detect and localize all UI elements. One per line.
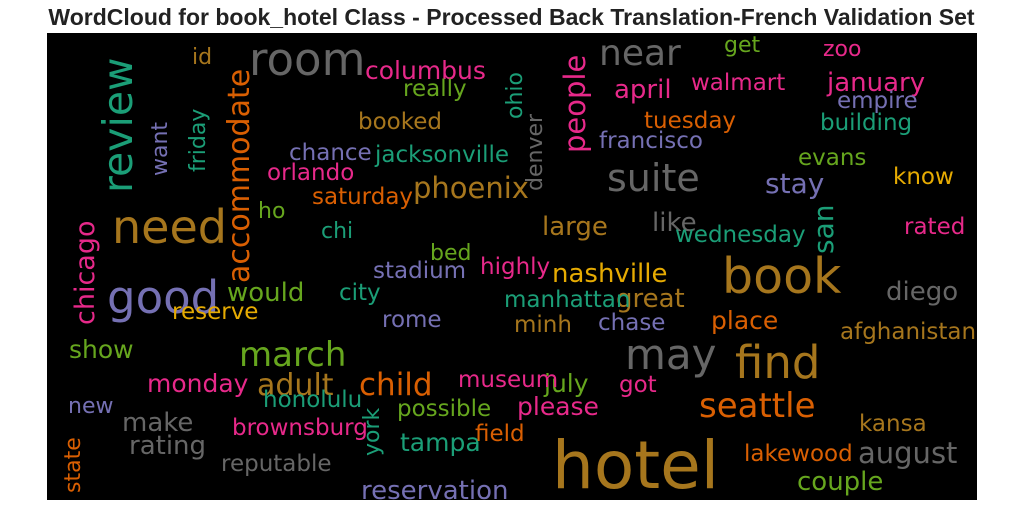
word-nashville: nashville bbox=[552, 259, 668, 289]
word-honolulu: honolulu bbox=[263, 387, 362, 413]
word-accommodate: accommodate bbox=[222, 69, 257, 283]
word-know: know bbox=[893, 164, 954, 190]
word-chicago: chicago bbox=[70, 220, 101, 325]
word-minh: minh bbox=[514, 312, 572, 338]
word-tampa: tampa bbox=[400, 428, 481, 457]
word-york: york bbox=[360, 407, 385, 456]
word-got: got bbox=[619, 372, 657, 398]
word-city: city bbox=[339, 280, 381, 306]
word-like: like bbox=[652, 208, 697, 238]
word-seattle: seattle bbox=[699, 386, 816, 426]
word-april: april bbox=[614, 75, 672, 105]
word-adult: adult bbox=[257, 368, 334, 403]
word-evans: evans bbox=[798, 145, 866, 171]
word-couple: couple bbox=[797, 467, 883, 497]
word-review: review bbox=[94, 57, 142, 193]
word-get: get bbox=[724, 33, 761, 58]
word-highly: highly bbox=[480, 254, 550, 280]
word-march: march bbox=[239, 335, 346, 375]
word-rome: rome bbox=[382, 307, 442, 333]
word-columbus: columbus bbox=[365, 56, 486, 85]
word-child: child bbox=[359, 367, 433, 403]
wordcloud-background bbox=[47, 33, 977, 500]
word-afghanistan: afghanistan bbox=[840, 319, 976, 345]
word-may: may bbox=[625, 330, 717, 379]
word-show: show bbox=[69, 335, 134, 364]
word-diego: diego bbox=[886, 277, 958, 307]
word-good: good bbox=[107, 271, 219, 324]
word-find: find bbox=[735, 336, 820, 389]
word-chase: chase bbox=[598, 310, 665, 336]
word-monday: monday bbox=[147, 369, 249, 398]
word-great: great bbox=[616, 284, 685, 314]
word-want: want bbox=[148, 122, 173, 176]
word-museum: museum bbox=[458, 367, 558, 393]
word-wednesday: wednesday bbox=[675, 222, 806, 248]
word-lakewood: lakewood bbox=[744, 441, 853, 467]
word-zoo: zoo bbox=[823, 37, 861, 62]
word-reservation: reservation bbox=[361, 476, 508, 500]
word-walmart: walmart bbox=[691, 70, 785, 96]
word-rated: rated bbox=[904, 214, 965, 240]
word-san: san bbox=[807, 205, 840, 255]
word-saturday: saturday bbox=[312, 184, 413, 210]
word-jacksonville: jacksonville bbox=[374, 142, 509, 168]
word-july: july bbox=[543, 369, 589, 398]
word-january: january bbox=[826, 68, 925, 98]
word-chance: chance bbox=[289, 140, 372, 166]
word-field: field bbox=[475, 421, 525, 447]
word-place: place bbox=[711, 306, 778, 335]
word-people: people bbox=[558, 55, 592, 153]
word-manhattan: manhattan bbox=[504, 287, 630, 313]
word-empire: empire bbox=[837, 88, 918, 114]
word-new: new bbox=[68, 394, 113, 419]
word-state: state bbox=[61, 437, 86, 493]
word-ohio: ohio bbox=[503, 72, 528, 119]
word-large: large bbox=[542, 212, 608, 242]
word-reputable: reputable bbox=[221, 451, 332, 477]
word-ho: ho bbox=[258, 199, 285, 224]
word-reserve: reserve bbox=[172, 299, 258, 325]
word-near: near bbox=[599, 33, 681, 74]
word-possible: possible bbox=[397, 396, 491, 422]
word-brownsburg: brownsburg bbox=[232, 415, 368, 441]
word-hotel: hotel bbox=[552, 427, 719, 500]
word-room: room bbox=[249, 33, 365, 86]
word-book: book bbox=[722, 248, 842, 305]
word-tuesday: tuesday bbox=[644, 108, 736, 134]
word-building: building bbox=[820, 110, 912, 136]
word-francisco: francisco bbox=[599, 128, 703, 154]
word-need: need bbox=[112, 200, 227, 254]
word-really: really bbox=[403, 76, 467, 102]
chart-title: WordCloud for book_hotel Class - Process… bbox=[48, 4, 975, 30]
word-orlando: orlando bbox=[267, 160, 354, 186]
word-booked: booked bbox=[358, 109, 442, 135]
word-rating: rating bbox=[129, 431, 206, 461]
word-denver: denver bbox=[523, 113, 548, 191]
word-august: august bbox=[858, 436, 957, 470]
word-kansa: kansa bbox=[859, 411, 927, 437]
word-bed: bed bbox=[430, 241, 471, 266]
word-chi: chi bbox=[321, 219, 353, 244]
word-id: id bbox=[192, 45, 212, 70]
word-please: please bbox=[517, 392, 599, 421]
word-friday: friday bbox=[186, 109, 211, 172]
word-stay: stay bbox=[765, 167, 824, 200]
word-suite: suite bbox=[607, 156, 700, 200]
word-make: make bbox=[122, 408, 193, 438]
word-stadium: stadium bbox=[373, 258, 466, 284]
word-phoenix: phoenix bbox=[413, 171, 529, 205]
word-would: would bbox=[227, 278, 304, 308]
